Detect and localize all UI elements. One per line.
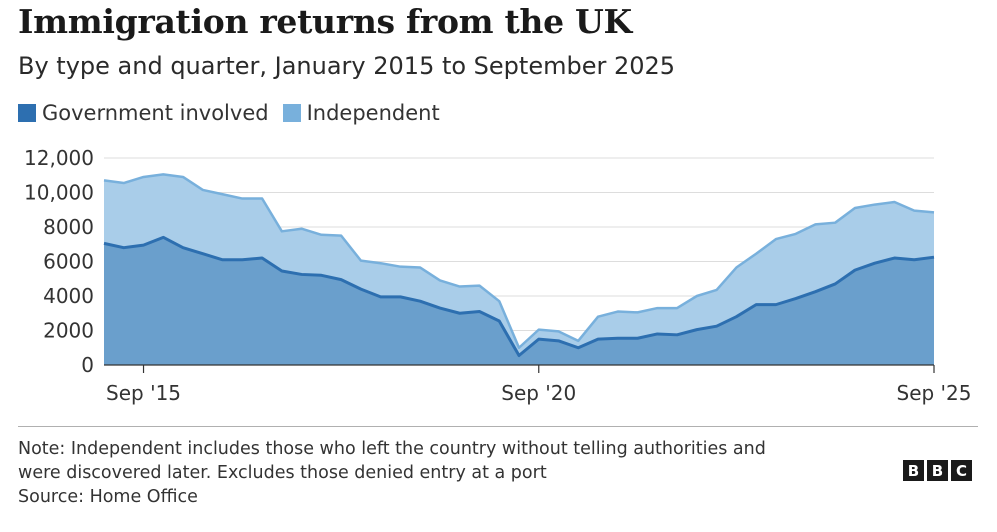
y-tick-label: 10,000 [24, 181, 94, 205]
note-line-1: Note: Independent includes those who lef… [18, 439, 766, 459]
government-area [104, 237, 934, 365]
legend-label-government: Government involved [42, 101, 269, 125]
x-tick-label: Sep '15 [106, 381, 181, 405]
y-tick-label: 0 [81, 353, 94, 377]
y-tick-label: 8000 [43, 215, 94, 239]
bbc-logo: B B C [900, 460, 972, 481]
note-line-2: were discovered later. Excludes those de… [18, 463, 547, 483]
footnote: Note: Independent includes those who lef… [18, 437, 868, 509]
independent-line [103, 173, 935, 349]
x-tick-label: Sep '25 [897, 381, 972, 405]
source-text: Source: Home Office [18, 487, 198, 507]
y-tick-label: 6000 [43, 250, 94, 274]
chart-subtitle: By type and quarter, January 2015 to Sep… [18, 52, 676, 80]
y-tick-label: 2000 [43, 319, 94, 343]
government-line [103, 235, 935, 358]
legend-swatch-government [18, 104, 36, 122]
legend: Government involved Independent [18, 101, 454, 125]
area-chart: 12,000 10,000 8000 6000 4000 2000 0 Sep '15 Sep … [24, 146, 972, 405]
y-tick-label: 12,000 [24, 146, 94, 170]
y-tick-label: 4000 [43, 284, 94, 308]
legend-item-government: Government involved [18, 101, 269, 125]
logo-letter: B [927, 460, 948, 481]
legend-swatch-independent [282, 104, 301, 122]
legend-label-independent: Independent [306, 101, 440, 125]
footer-divider [18, 426, 978, 427]
x-tick-label: Sep '20 [501, 381, 576, 405]
legend-item-independent: Independent [282, 101, 440, 125]
logo-letter: C [951, 460, 972, 481]
logo-letter: B [903, 460, 924, 481]
chart-title: Immigration returns from the UK [18, 2, 632, 41]
